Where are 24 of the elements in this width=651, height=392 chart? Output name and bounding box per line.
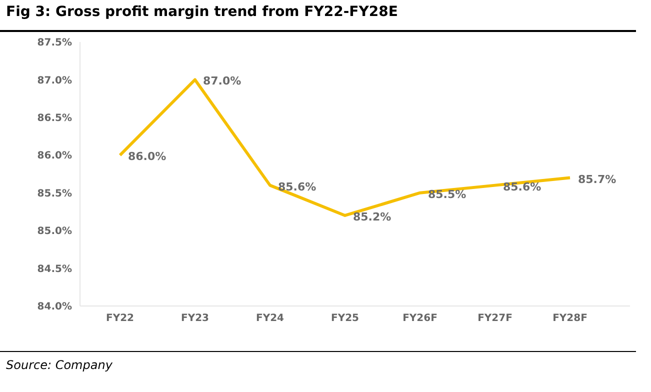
x-tick-label: FY23 bbox=[181, 313, 210, 324]
x-tick-label: FY25 bbox=[331, 313, 360, 324]
x-tick-label: FY26F bbox=[402, 313, 438, 324]
data-label: 86.0% bbox=[128, 150, 166, 164]
y-tick-label: 86.5% bbox=[37, 112, 72, 124]
y-tick-label: 86.0% bbox=[37, 150, 72, 162]
y-tick-label: 84.5% bbox=[37, 264, 72, 275]
chart-title: Fig 3: Gross profit margin trend from FY22-FY28E bbox=[6, 4, 398, 20]
y-tick-label: 85.5% bbox=[37, 188, 72, 200]
data-label: 85.7% bbox=[578, 172, 616, 186]
data-label: 85.6% bbox=[503, 180, 542, 194]
y-tick-label: 85.0% bbox=[37, 226, 72, 238]
y-tick-label: 84.0% bbox=[37, 302, 72, 313]
data-label: 85.2% bbox=[353, 210, 392, 224]
data-label: 85.5% bbox=[428, 188, 466, 201]
y-tick-label: 87.0% bbox=[37, 75, 72, 86]
source-note: Source: Company bbox=[6, 358, 112, 372]
data-label: 87.0% bbox=[203, 74, 242, 88]
x-tick-label: FY27F bbox=[478, 313, 512, 324]
y-tick-label: 87.5% bbox=[37, 38, 72, 49]
x-tick-label: FY28F bbox=[552, 313, 588, 324]
x-tick-label: FY24 bbox=[256, 313, 284, 324]
data-label: 85.6% bbox=[278, 180, 316, 194]
x-tick-label: FY22 bbox=[106, 313, 134, 324]
